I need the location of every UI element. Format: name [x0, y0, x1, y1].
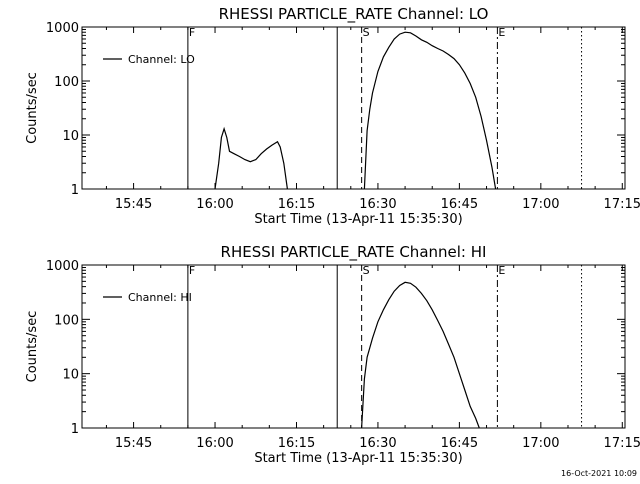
series-line: [361, 281, 480, 429]
x-tick-label: 16:30: [359, 436, 396, 451]
x-tick-label: 17:15: [604, 436, 640, 451]
y-tick-label: 1: [71, 183, 79, 198]
legend-label: Channel: HI: [128, 291, 192, 304]
y-tick-label: 100: [54, 313, 79, 328]
x-tick-label: 15:45: [115, 197, 152, 212]
y-tick-label: 10: [62, 129, 79, 144]
y-tick-label: 1000: [46, 259, 79, 274]
series-line: [214, 126, 288, 190]
x-tick-label: 16:15: [278, 436, 315, 451]
x-tick-label: 16:00: [196, 197, 233, 212]
y-axis-label: Counts/sec: [25, 72, 40, 144]
plot-timestamp: 16-Oct-2021 10:09: [561, 469, 637, 478]
x-tick-label: 17:15: [604, 197, 640, 212]
legend-label: Channel: LO: [128, 53, 195, 66]
event-marker-label: F: [189, 26, 195, 39]
x-tick-label: 16:30: [359, 197, 396, 212]
chart-title: RHESSI PARTICLE_RATE Channel: LO: [219, 5, 489, 24]
event-marker-label: S: [363, 264, 370, 277]
y-tick-label: 100: [54, 75, 79, 90]
event-marker-label: F: [189, 264, 195, 277]
x-axis-label: Start Time (13-Apr-11 15:35:30): [254, 212, 462, 227]
x-tick-label: 17:00: [522, 197, 559, 212]
chart-title: RHESSI PARTICLE_RATE Channel: HI: [221, 243, 487, 262]
y-tick-label: 10: [62, 368, 79, 383]
y-tick-label: 1: [71, 422, 79, 437]
y-axis-label: Counts/sec: [25, 311, 40, 383]
x-tick-label: 16:45: [441, 197, 478, 212]
x-tick-label: 16:00: [196, 436, 233, 451]
event-marker-label: S: [363, 26, 370, 39]
x-tick-label: 16:45: [441, 436, 478, 451]
x-tick-label: 16:15: [278, 197, 315, 212]
plot-frame: [81, 26, 626, 190]
x-tick-label: 15:45: [115, 436, 152, 451]
plot-frame: [81, 264, 626, 429]
event-marker-label: E: [498, 26, 505, 39]
x-axis-label: Start Time (13-Apr-11 15:35:30): [254, 451, 462, 466]
event-marker-label: E: [498, 264, 505, 277]
series-line: [363, 31, 497, 190]
x-tick-label: 17:00: [522, 436, 559, 451]
y-tick-label: 1000: [46, 21, 79, 36]
